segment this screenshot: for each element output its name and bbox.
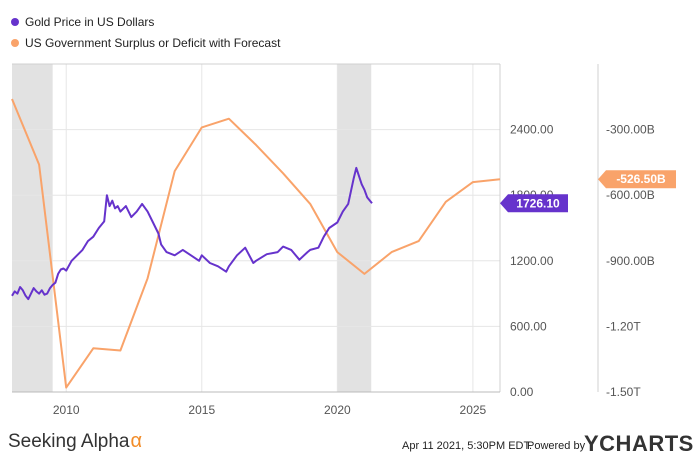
- legend-marker-gold: [11, 18, 19, 26]
- chart-canvas: 20102015202020252400.001800.001200.00600…: [11, 15, 676, 417]
- seeking-alpha-logo[interactable]: Seeking Alphaα: [8, 430, 142, 453]
- y-left-tick-label: 0.00: [510, 385, 534, 399]
- legend-label-gold: Gold Price in US Dollars: [25, 15, 154, 29]
- ycharts-logo[interactable]: YCHARTS: [584, 431, 694, 456]
- y-right-tick-label: -1.50T: [606, 385, 641, 399]
- deficit-last-value-badge: [598, 170, 676, 189]
- x-tick-label: 2025: [460, 403, 487, 417]
- legend-label-deficit: US Government Surplus or Deficit with Fo…: [25, 36, 281, 50]
- footer: Seeking Alphaα Apr 11 2021, 5:30PM EDT. …: [0, 428, 700, 462]
- deficit-series-line: [11, 98, 501, 389]
- alpha-symbol: α: [130, 430, 143, 452]
- y-right-tick-label: -600.00B: [606, 188, 655, 202]
- gold-last-value-label: 1726.10: [516, 196, 560, 210]
- timestamp: Apr 11 2021, 5:30PM EDT.: [402, 440, 533, 452]
- powered-by-label: Powered by: [527, 440, 586, 452]
- recession-band-1: [337, 64, 372, 392]
- gold-series-line: [11, 166, 373, 301]
- y-right-tick-label: -300.00B: [606, 123, 655, 137]
- y-left-tick-label: 600.00: [510, 319, 547, 333]
- y-right-tick-label: -900.00B: [606, 254, 655, 268]
- y-right-tick-label: -1.20T: [606, 319, 641, 333]
- x-tick-label: 2020: [324, 403, 351, 417]
- x-tick-label: 2015: [188, 403, 215, 417]
- x-tick-label: 2010: [53, 403, 80, 417]
- brand-name: Seeking Alpha: [8, 431, 130, 452]
- y-left-tick-label: 2400.00: [510, 123, 554, 137]
- deficit-last-value-label: -526.50B: [616, 172, 666, 186]
- legend-marker-deficit: [11, 39, 19, 47]
- y-left-tick-label: 1200.00: [510, 254, 554, 268]
- gold-last-value-badge: [500, 194, 568, 213]
